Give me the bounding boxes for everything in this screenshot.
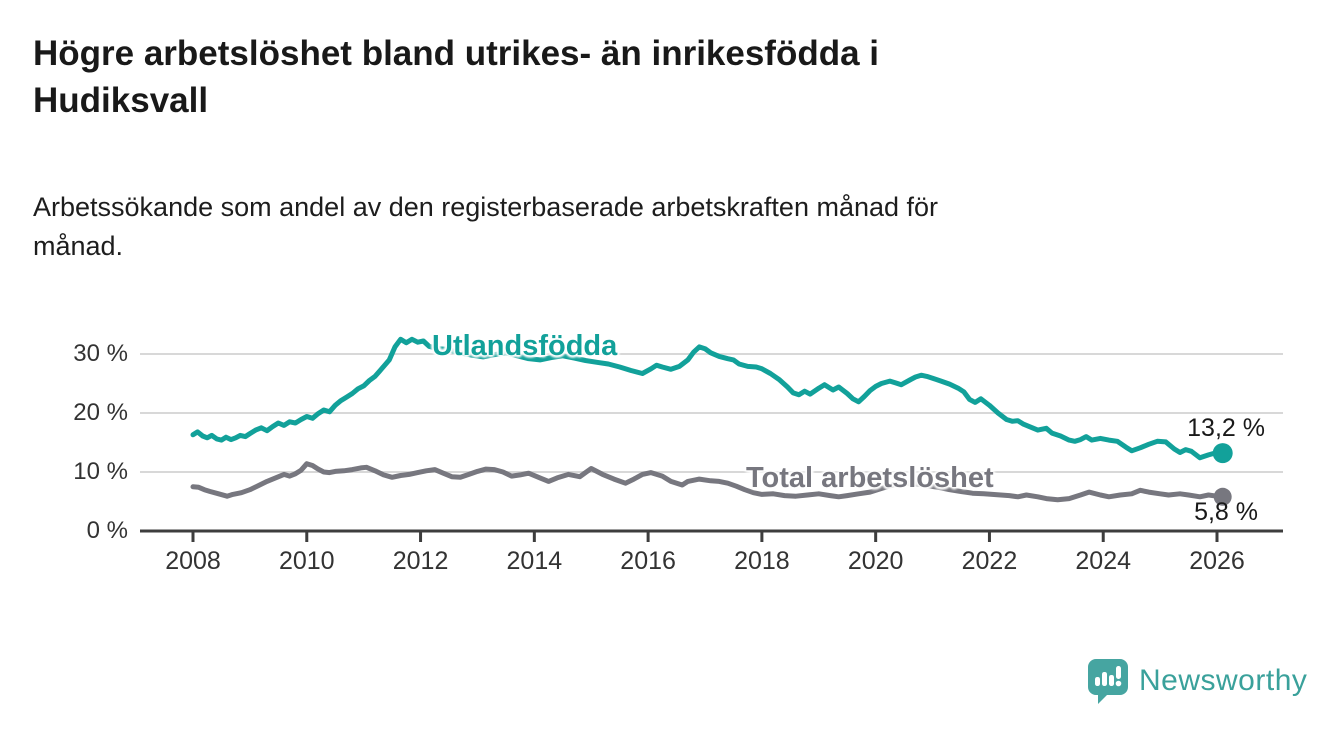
brand-name: Newsworthy (1139, 664, 1308, 697)
subtitle-line-1: Arbetssökande som andel av den registerb… (33, 192, 939, 222)
x-tick-label-2020: 2020 (847, 547, 904, 575)
title-line-1: Högre arbetslöshet bland utrikes- än inr… (33, 34, 880, 73)
y-tick-label-10: 10 % (73, 458, 128, 485)
x-tick-label-2026: 2026 (1189, 547, 1245, 575)
x-tick-label-2022: 2022 (961, 547, 1018, 575)
brand-footer: Newsworthy (1087, 658, 1307, 704)
title-line-2: Hudiksvall (33, 81, 209, 121)
subtitle-line-2: månad. (33, 231, 124, 262)
x-tick-label-2008: 2008 (165, 547, 221, 575)
series-line-total-arbetslöshet (190, 461, 1226, 503)
series-end-dot (1213, 487, 1232, 506)
series-label-utlandsfodda: Utlandsfödda (432, 330, 618, 362)
page-title: Högre arbetslöshet bland utrikes- än inr… (33, 30, 1293, 125)
x-tick-label-2018: 2018 (734, 547, 790, 575)
x-tick-label-2010: 2010 (278, 547, 335, 575)
series-line-utlandsfödda (190, 336, 1226, 461)
y-tick-label-30: 30 % (73, 340, 128, 367)
x-tick-label-2012: 2012 (392, 547, 449, 575)
end-value-label-total: 5,8 % (1194, 498, 1258, 526)
y-tick-label-0: 0 % (86, 517, 128, 544)
y-tick-label-20: 20 % (73, 399, 128, 426)
x-tick-label-2016: 2016 (620, 547, 676, 575)
series-end-dot (1212, 443, 1233, 464)
end-value-label-utlandsfodda: 13,2 % (1187, 414, 1265, 442)
line-chart: 0 % 10 % 20 % 30 % 2008 2010 2012 2014 2016 2018… (0, 300, 1340, 610)
plot-area (140, 336, 1283, 542)
newsworthy-logo-icon (1088, 659, 1128, 704)
x-tick-label-2014: 2014 (506, 547, 563, 575)
page-subtitle: Arbetssökande som andel av den registerb… (33, 188, 1263, 266)
series-label-total-arbetsloshet: Total arbetslöshet (746, 462, 994, 494)
x-tick-label-2024: 2024 (1075, 547, 1132, 575)
